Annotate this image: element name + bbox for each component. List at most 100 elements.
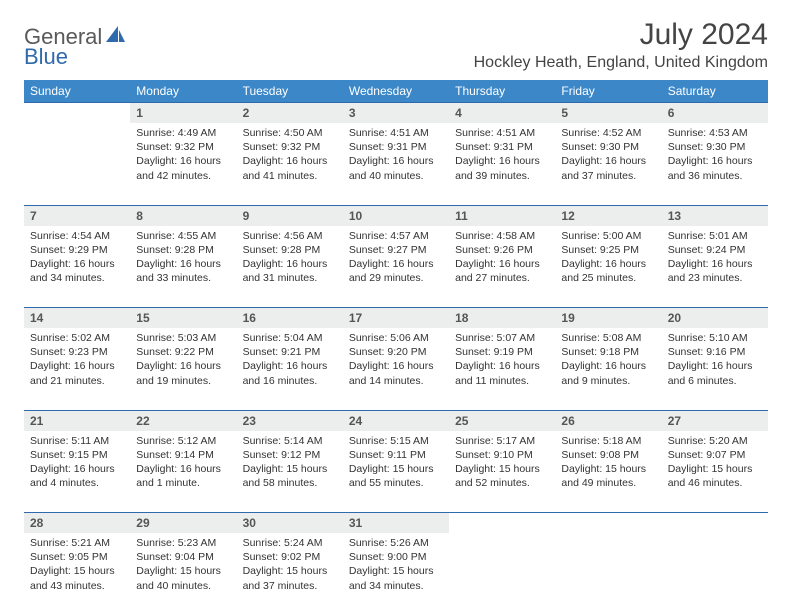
day1-text: Daylight: 16 hours: [243, 257, 337, 271]
day-number-cell: 15: [130, 308, 236, 329]
day2-text: and 1 minute.: [136, 476, 230, 490]
weekday-header: Wednesday: [343, 80, 449, 103]
day-number-row: 21222324252627: [24, 410, 768, 431]
calendar-table: Sunday Monday Tuesday Wednesday Thursday…: [24, 80, 768, 615]
day-content-cell: Sunrise: 5:17 AMSunset: 9:10 PMDaylight:…: [449, 431, 555, 513]
sunset-text: Sunset: 9:15 PM: [30, 448, 124, 462]
sunrise-text: Sunrise: 4:51 AM: [349, 126, 443, 140]
day1-text: Daylight: 15 hours: [243, 564, 337, 578]
day2-text: and 52 minutes.: [455, 476, 549, 490]
day2-text: and 27 minutes.: [455, 271, 549, 285]
day-content-cell: Sunrise: 5:02 AMSunset: 9:23 PMDaylight:…: [24, 328, 130, 410]
day1-text: Daylight: 16 hours: [349, 257, 443, 271]
day2-text: and 39 minutes.: [455, 169, 549, 183]
day1-text: Daylight: 16 hours: [243, 359, 337, 373]
sunset-text: Sunset: 9:11 PM: [349, 448, 443, 462]
day-number-cell: 5: [555, 103, 661, 124]
sunset-text: Sunset: 9:05 PM: [30, 550, 124, 564]
day-content-row: Sunrise: 5:21 AMSunset: 9:05 PMDaylight:…: [24, 533, 768, 615]
sunrise-text: Sunrise: 5:21 AM: [30, 536, 124, 550]
day-number-cell: 31: [343, 513, 449, 534]
sunset-text: Sunset: 9:02 PM: [243, 550, 337, 564]
sunset-text: Sunset: 9:27 PM: [349, 243, 443, 257]
day1-text: Daylight: 15 hours: [561, 462, 655, 476]
sunset-text: Sunset: 9:26 PM: [455, 243, 549, 257]
sunrise-text: Sunrise: 4:57 AM: [349, 229, 443, 243]
day1-text: Daylight: 16 hours: [136, 359, 230, 373]
day-content-cell: Sunrise: 5:11 AMSunset: 9:15 PMDaylight:…: [24, 431, 130, 513]
day2-text: and 4 minutes.: [30, 476, 124, 490]
day-number-cell: 26: [555, 410, 661, 431]
sunset-text: Sunset: 9:30 PM: [668, 140, 762, 154]
day-number-cell: 29: [130, 513, 236, 534]
day1-text: Daylight: 16 hours: [349, 154, 443, 168]
day2-text: and 46 minutes.: [668, 476, 762, 490]
day-number-cell: 8: [130, 205, 236, 226]
day1-text: Daylight: 15 hours: [668, 462, 762, 476]
day-number-cell: 13: [662, 205, 768, 226]
day2-text: and 25 minutes.: [561, 271, 655, 285]
sunrise-text: Sunrise: 4:55 AM: [136, 229, 230, 243]
sunset-text: Sunset: 9:12 PM: [243, 448, 337, 462]
title-block: July 2024 Hockley Heath, England, United…: [474, 18, 768, 72]
day-number-cell: 7: [24, 205, 130, 226]
day2-text: and 37 minutes.: [243, 579, 337, 593]
day-content-cell: Sunrise: 5:24 AMSunset: 9:02 PMDaylight:…: [237, 533, 343, 615]
sunrise-text: Sunrise: 5:03 AM: [136, 331, 230, 345]
sunset-text: Sunset: 9:32 PM: [136, 140, 230, 154]
day-number-cell: 23: [237, 410, 343, 431]
day-number-cell: [449, 513, 555, 534]
day-number-cell: 1: [130, 103, 236, 124]
sunset-text: Sunset: 9:28 PM: [243, 243, 337, 257]
sunrise-text: Sunrise: 5:01 AM: [668, 229, 762, 243]
day-number-cell: 30: [237, 513, 343, 534]
sunrise-text: Sunrise: 4:56 AM: [243, 229, 337, 243]
sunrise-text: Sunrise: 4:49 AM: [136, 126, 230, 140]
sunrise-text: Sunrise: 5:11 AM: [30, 434, 124, 448]
day2-text: and 19 minutes.: [136, 374, 230, 388]
day2-text: and 23 minutes.: [668, 271, 762, 285]
day1-text: Daylight: 15 hours: [455, 462, 549, 476]
sunrise-text: Sunrise: 5:18 AM: [561, 434, 655, 448]
day-number-cell: 6: [662, 103, 768, 124]
sunrise-text: Sunrise: 5:23 AM: [136, 536, 230, 550]
sunset-text: Sunset: 9:32 PM: [243, 140, 337, 154]
sunrise-text: Sunrise: 4:53 AM: [668, 126, 762, 140]
day-content-cell: Sunrise: 5:03 AMSunset: 9:22 PMDaylight:…: [130, 328, 236, 410]
day1-text: Daylight: 16 hours: [455, 359, 549, 373]
day-number-cell: 17: [343, 308, 449, 329]
day2-text: and 41 minutes.: [243, 169, 337, 183]
day-number-cell: 21: [24, 410, 130, 431]
day-content-cell: [555, 533, 661, 615]
sunrise-text: Sunrise: 4:52 AM: [561, 126, 655, 140]
day2-text: and 40 minutes.: [349, 169, 443, 183]
sunrise-text: Sunrise: 5:07 AM: [455, 331, 549, 345]
sunrise-text: Sunrise: 4:50 AM: [243, 126, 337, 140]
day1-text: Daylight: 16 hours: [136, 462, 230, 476]
day1-text: Daylight: 15 hours: [349, 462, 443, 476]
location-subtitle: Hockley Heath, England, United Kingdom: [474, 54, 768, 72]
weekday-header: Sunday: [24, 80, 130, 103]
day-number-cell: 12: [555, 205, 661, 226]
sunset-text: Sunset: 9:10 PM: [455, 448, 549, 462]
day-content-cell: Sunrise: 5:07 AMSunset: 9:19 PMDaylight:…: [449, 328, 555, 410]
day1-text: Daylight: 16 hours: [668, 257, 762, 271]
logo-sail-icon: [106, 26, 126, 49]
day1-text: Daylight: 16 hours: [668, 154, 762, 168]
day-number-row: 28293031: [24, 513, 768, 534]
sunrise-text: Sunrise: 5:24 AM: [243, 536, 337, 550]
sunset-text: Sunset: 9:29 PM: [30, 243, 124, 257]
day2-text: and 16 minutes.: [243, 374, 337, 388]
day1-text: Daylight: 16 hours: [561, 359, 655, 373]
day-number-cell: 2: [237, 103, 343, 124]
sunset-text: Sunset: 9:20 PM: [349, 345, 443, 359]
sunrise-text: Sunrise: 4:58 AM: [455, 229, 549, 243]
day1-text: Daylight: 16 hours: [349, 359, 443, 373]
day-content-cell: Sunrise: 5:01 AMSunset: 9:24 PMDaylight:…: [662, 226, 768, 308]
day-content-cell: Sunrise: 4:58 AMSunset: 9:26 PMDaylight:…: [449, 226, 555, 308]
day-content-cell: [662, 533, 768, 615]
sunset-text: Sunset: 9:19 PM: [455, 345, 549, 359]
day1-text: Daylight: 15 hours: [30, 564, 124, 578]
day-number-cell: 22: [130, 410, 236, 431]
day1-text: Daylight: 16 hours: [455, 257, 549, 271]
